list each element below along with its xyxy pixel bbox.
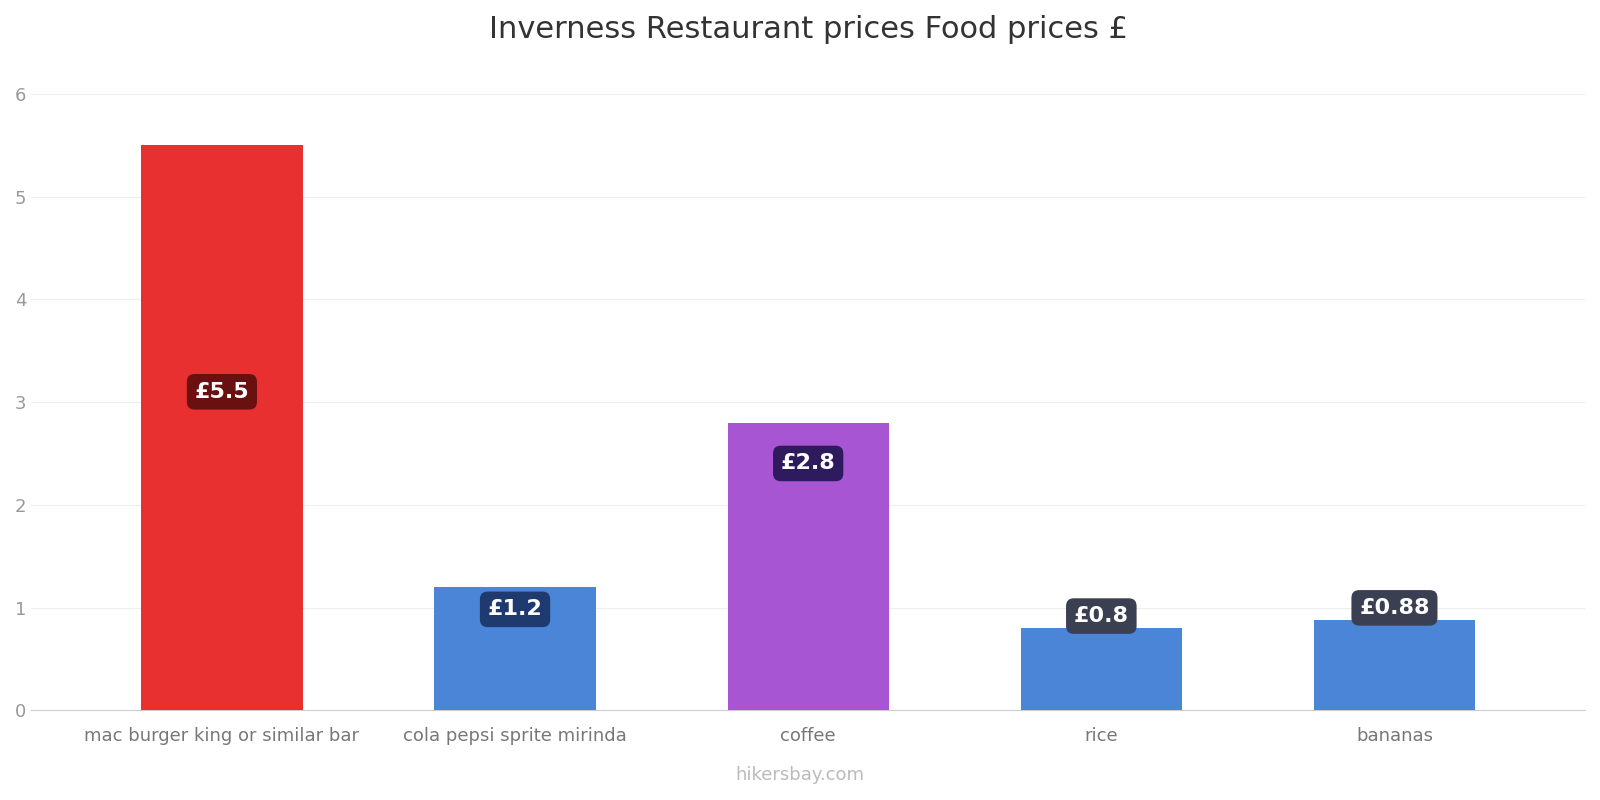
Text: £5.5: £5.5 — [195, 382, 250, 402]
Bar — [728, 422, 888, 710]
Bar — [141, 146, 302, 710]
Bar — [1021, 628, 1182, 710]
Text: hikersbay.com: hikersbay.com — [736, 766, 864, 784]
Text: £1.2: £1.2 — [488, 599, 542, 619]
Text: £2.8: £2.8 — [781, 454, 835, 474]
Bar — [1314, 620, 1475, 710]
Text: £0.8: £0.8 — [1074, 606, 1130, 626]
Text: £0.88: £0.88 — [1360, 598, 1430, 618]
Bar — [435, 587, 595, 710]
Title: Inverness Restaurant prices Food prices £: Inverness Restaurant prices Food prices … — [488, 15, 1128, 44]
